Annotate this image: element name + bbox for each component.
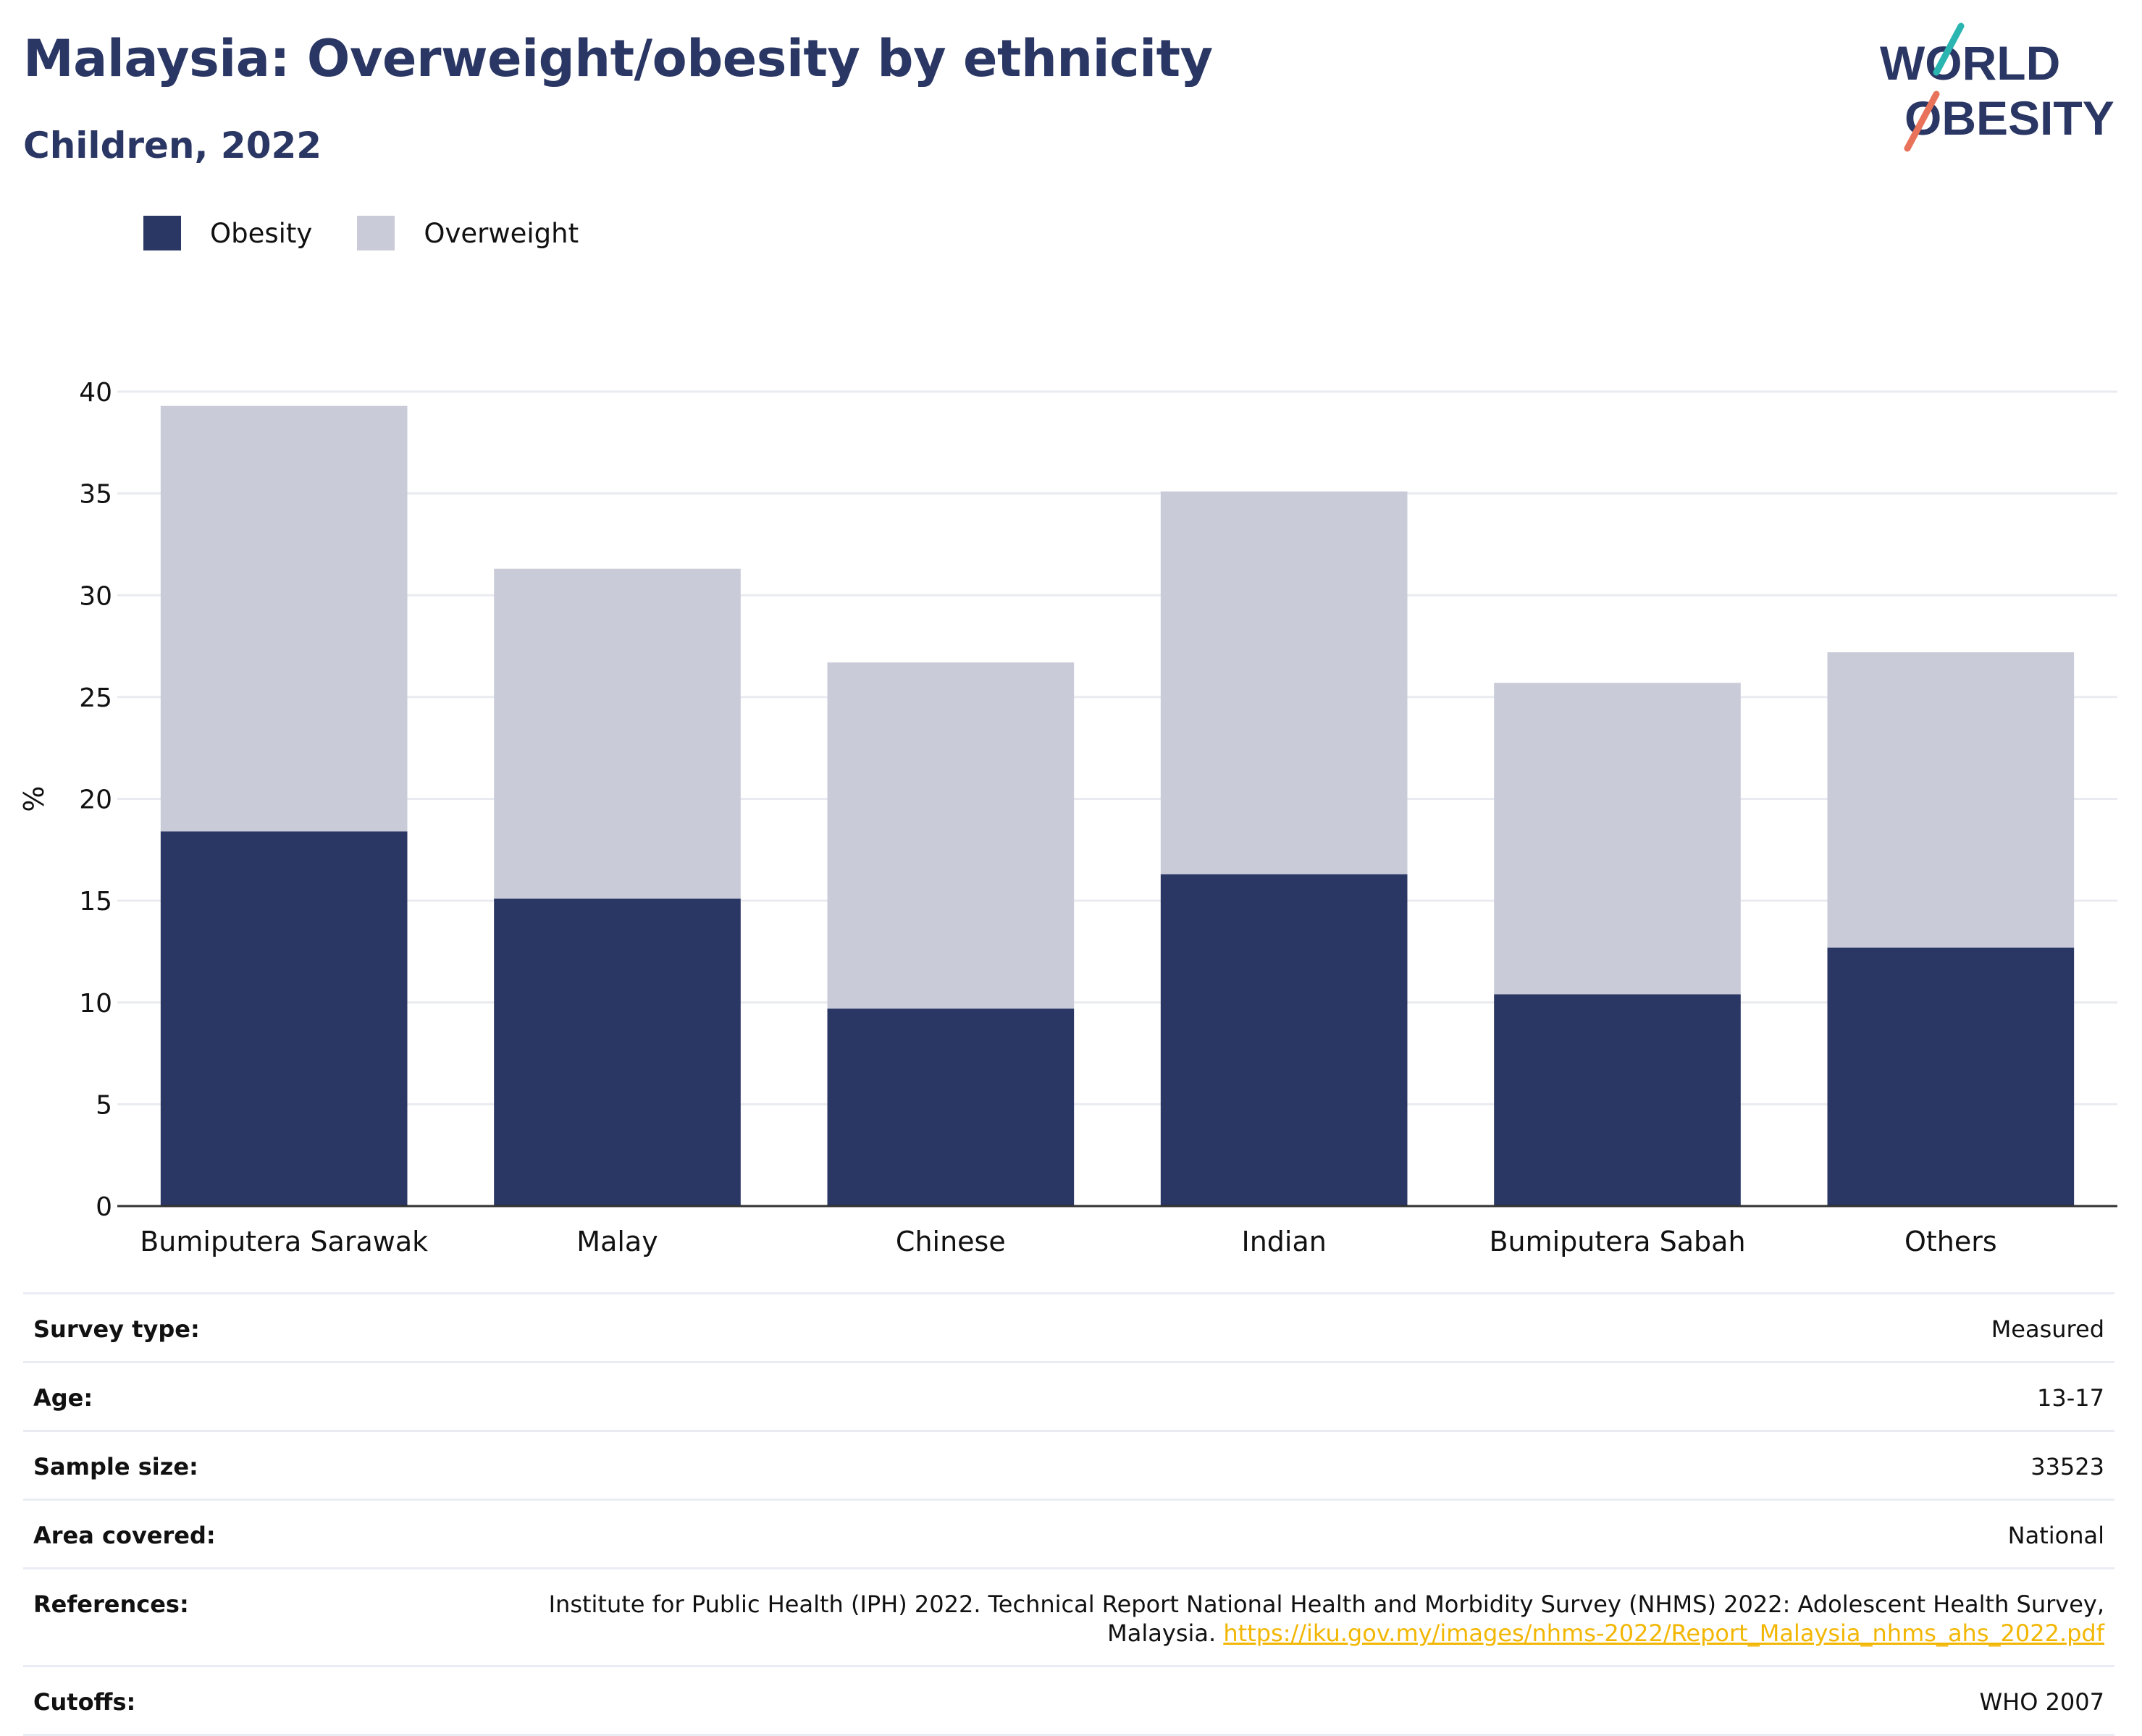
x-tick-label: Indian xyxy=(1241,1226,1326,1257)
y-tick-label: 5 xyxy=(96,1090,112,1120)
info-value-references: Institute for Public Health (IPH) 2022. … xyxy=(549,1590,2104,1648)
bar-obesity-indian[interactable] xyxy=(1160,874,1408,1206)
bar-overweight-indian[interactable] xyxy=(1160,491,1408,875)
page-title: Malaysia: Overweight/obesity by ethnicit… xyxy=(23,29,1213,88)
x-tick-label: Chinese xyxy=(896,1226,1006,1257)
legend-swatch-obesity xyxy=(143,216,181,250)
info-value-age: 13-17 xyxy=(2037,1384,2104,1412)
legend-label-obesity: Obesity xyxy=(210,217,313,249)
y-tick-label: 25 xyxy=(79,683,112,713)
info-label-survey-type: Survey type: xyxy=(33,1315,200,1343)
info-row-cutoffs: Cutoffs: WHO 2007 xyxy=(23,1665,2114,1736)
info-label-cutoffs: Cutoffs: xyxy=(33,1688,136,1716)
info-row-area-covered: Area covered: National xyxy=(23,1499,2114,1567)
logo-line2: OBESITY xyxy=(1904,91,2114,145)
x-tick-label: Bumiputera Sarawak xyxy=(140,1226,428,1257)
legend-item-overweight[interactable]: Overweight xyxy=(357,216,579,250)
info-row-survey-type: Survey type: Measured xyxy=(23,1292,2114,1361)
info-row-references: References: Institute for Public Health … xyxy=(23,1567,2114,1665)
bar-overweight-bumiputera-sabah[interactable] xyxy=(1494,683,1741,995)
bar-overweight-chinese[interactable] xyxy=(827,662,1075,1009)
logo-line1: WORLD xyxy=(1880,36,2060,90)
y-tick-label: 40 xyxy=(79,378,112,408)
survey-info-table: Survey type: Measured Age: 13-17 Sample … xyxy=(23,1292,2114,1736)
bar-obesity-bumiputera-sabah[interactable] xyxy=(1494,994,1741,1207)
y-tick-label: 35 xyxy=(79,480,112,510)
info-row-age: Age: 13-17 xyxy=(23,1361,2114,1430)
x-tick-label: Bumiputera Sabah xyxy=(1489,1226,1745,1257)
info-value-area-covered: National xyxy=(2007,1522,2104,1549)
info-value-survey-type: Measured xyxy=(1991,1315,2104,1343)
info-label-area-covered: Area covered: xyxy=(33,1522,216,1549)
reference-text-line2: Malaysia. xyxy=(1107,1619,1217,1647)
legend-swatch-overweight xyxy=(357,216,395,250)
info-value-sample-size: 33523 xyxy=(2030,1453,2104,1480)
y-axis-label: % xyxy=(18,785,50,812)
info-label-references: References: xyxy=(33,1590,189,1618)
y-tick-label: 15 xyxy=(79,887,112,917)
page-subtitle: Children, 2022 xyxy=(23,125,322,167)
x-tick-label: Others xyxy=(1904,1226,1997,1257)
y-tick-label: 20 xyxy=(79,785,112,815)
stacked-bar-chart: 0 5 10 15 20 25 30 35 40 Bumiputera Sarawak Malay C… xyxy=(18,378,2117,1257)
y-tick-label: 0 xyxy=(96,1192,112,1222)
chart-legend: Obesity Overweight xyxy=(143,216,623,250)
world-obesity-logo: WORLD OBESITY xyxy=(1880,22,2114,152)
y-tick-label: 30 xyxy=(79,581,112,611)
bar-obesity-chinese[interactable] xyxy=(827,1008,1075,1206)
info-value-cutoffs: WHO 2007 xyxy=(1979,1688,2105,1716)
x-tick-label: Malay xyxy=(576,1226,658,1257)
reference-link[interactable]: https://iku.gov.my/images/nhms-2022/Repo… xyxy=(1223,1619,2104,1647)
bar-obesity-bumiputera-sarawak[interactable] xyxy=(160,831,408,1207)
legend-item-obesity[interactable]: Obesity xyxy=(143,216,312,250)
y-tick-label: 10 xyxy=(79,989,112,1019)
reference-text-line1: Institute for Public Health (IPH) 2022. … xyxy=(548,1590,2104,1618)
bar-obesity-malay[interactable] xyxy=(494,898,741,1206)
info-row-sample-size: Sample size: 33523 xyxy=(23,1430,2114,1499)
bar-overweight-bumiputera-sarawak[interactable] xyxy=(160,405,408,832)
bar-overweight-malay[interactable] xyxy=(494,568,741,899)
info-label-sample-size: Sample size: xyxy=(33,1453,198,1480)
legend-label-overweight: Overweight xyxy=(424,217,579,249)
info-label-age: Age: xyxy=(33,1384,93,1412)
bar-obesity-others[interactable] xyxy=(1827,947,2075,1206)
bar-overweight-others[interactable] xyxy=(1827,652,2075,948)
